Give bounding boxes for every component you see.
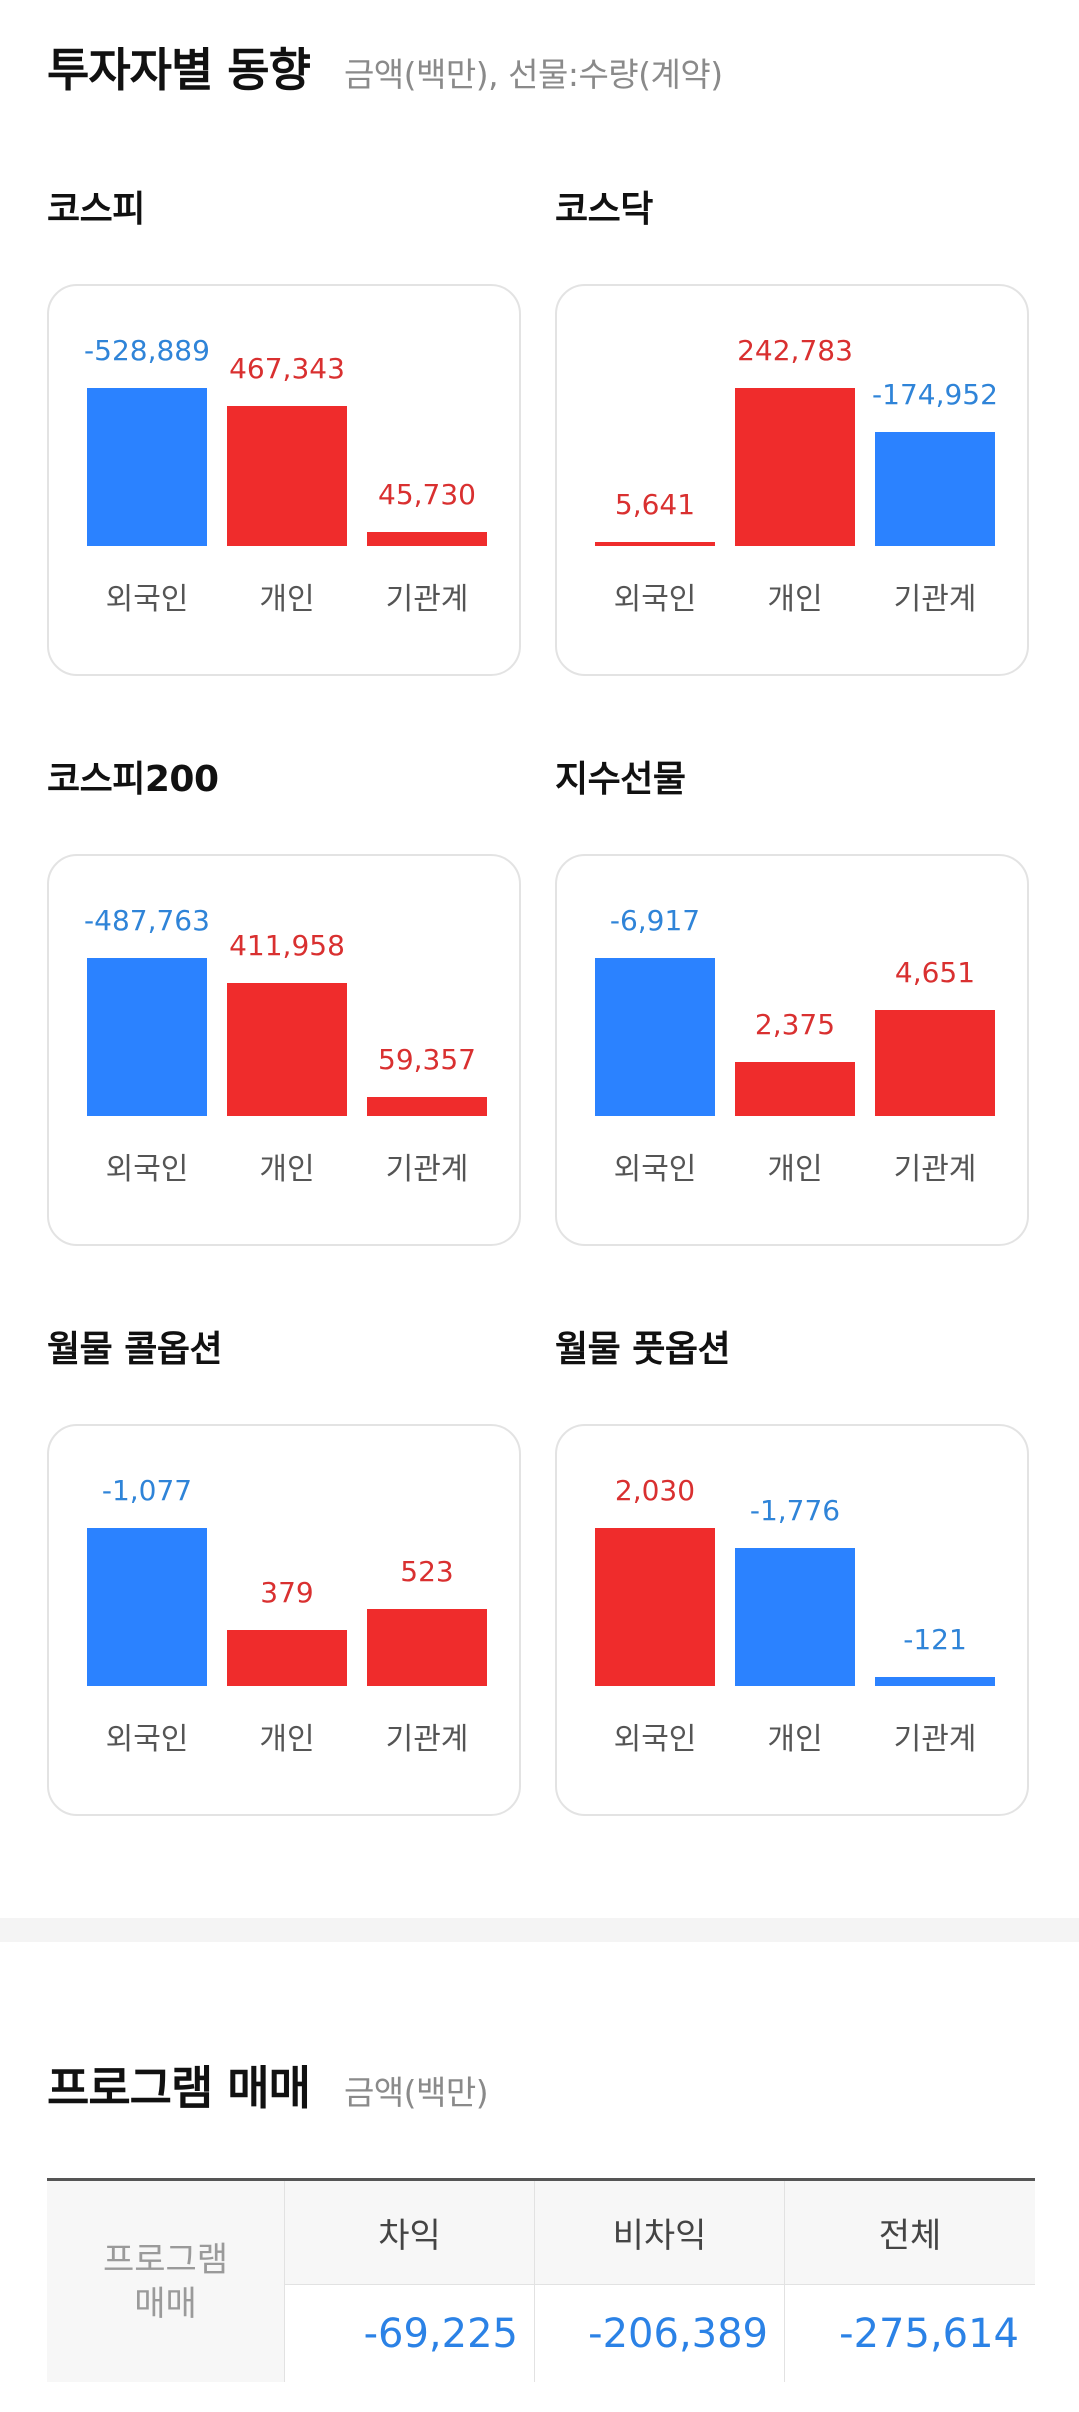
bar	[735, 1548, 855, 1686]
investor-chart-card: -528,889 외국인 467,343 개인 45,730 기관계	[47, 284, 521, 676]
investor-section-subtitle: 금액(백만), 선물:수량(계약)	[343, 55, 723, 94]
bar-category-label: 개인	[259, 582, 315, 617]
program-section-header: 프로그램 매매 금액(백만)	[47, 2052, 489, 2118]
bar	[367, 1097, 487, 1116]
section-divider	[0, 1918, 1079, 1942]
bar	[87, 388, 207, 546]
column-header-arbitrage: 차익	[285, 2181, 535, 2285]
program-row-header: 프로그램 매매	[47, 2181, 285, 2382]
bar	[875, 1677, 995, 1686]
bar-value-label: -174,952	[872, 378, 998, 411]
bar-value-label: 411,958	[229, 929, 345, 962]
program-row-header-line1: 프로그램	[102, 2239, 229, 2280]
bar-value-label: -6,917	[609, 904, 701, 937]
bar-value-label: -1,776	[749, 1494, 841, 1527]
bar-value-label: 242,783	[737, 334, 853, 367]
bar	[227, 1630, 347, 1686]
bar	[875, 432, 995, 546]
bar-category-label: 개인	[767, 582, 823, 617]
bar	[367, 532, 487, 546]
bar-category-label: 개인	[767, 1722, 823, 1757]
bar-category-label: 개인	[259, 1722, 315, 1757]
bar-value-label: 467,343	[229, 352, 345, 385]
investor-chart-card: -6,917 외국인 2,375 개인 4,651 기관계	[555, 854, 1029, 1246]
bar-value-label: 523	[400, 1555, 454, 1588]
bar	[87, 1528, 207, 1686]
bar-category-label: 외국인	[105, 1722, 189, 1757]
bar	[735, 1062, 855, 1116]
bar-category-label: 개인	[767, 1152, 823, 1187]
panel-title: 코스닥	[555, 189, 653, 230]
value-total: -275,614	[785, 2285, 1035, 2382]
investor-section-title: 투자자별 동향	[47, 43, 311, 97]
bar	[595, 542, 715, 546]
bar-value-label: -1,077	[101, 1474, 193, 1507]
bar-category-label: 기관계	[893, 582, 977, 617]
bar-category-label: 기관계	[893, 1152, 977, 1187]
investor-chart-card: -1,077 외국인 379 개인 523 기관계	[47, 1424, 521, 1816]
bar-category-label: 외국인	[105, 1152, 189, 1187]
bar-category-label: 외국인	[613, 1722, 697, 1757]
investor-chart-card: 2,030 외국인 -1,776 개인 -121 기관계	[555, 1424, 1029, 1816]
program-row-header-line2: 매매	[134, 2283, 197, 2324]
bar-category-label: 기관계	[893, 1722, 977, 1757]
bar	[595, 1528, 715, 1686]
bar	[367, 1609, 487, 1686]
bar	[227, 983, 347, 1116]
bar-value-label: -121	[903, 1623, 967, 1656]
investor-chart-card: -487,763 외국인 411,958 개인 59,357 기관계	[47, 854, 521, 1246]
bar-value-label: 59,357	[378, 1043, 476, 1076]
panel-title: 코스피	[47, 189, 145, 230]
bar	[87, 958, 207, 1116]
bar-category-label: 기관계	[385, 582, 469, 617]
bar-category-label: 기관계	[385, 1152, 469, 1187]
bar	[595, 958, 715, 1116]
column-header-total: 전체	[785, 2181, 1035, 2285]
panel-title: 월물 풋옵션	[555, 1329, 731, 1370]
program-table: 프로그램 매매 차익 비차익 전체 -69,225 -206,389 -275,…	[47, 2178, 1035, 2385]
bar-value-label: 2,030	[614, 1474, 696, 1507]
bar-value-label: 4,651	[894, 956, 976, 989]
bar-value-label: 45,730	[378, 478, 476, 511]
bar-value-label: 379	[260, 1576, 314, 1609]
bar-value-label: 5,641	[614, 488, 696, 521]
bar	[735, 388, 855, 546]
investor-chart-card: 5,641 외국인 242,783 개인 -174,952 기관계	[555, 284, 1029, 676]
value-non-arbitrage: -206,389	[535, 2285, 785, 2382]
bar-category-label: 외국인	[105, 582, 189, 617]
program-section-subtitle: 금액(백만)	[343, 2073, 489, 2112]
panel-title: 코스피200	[47, 759, 219, 800]
panel-title: 지수선물	[555, 759, 686, 800]
value-arbitrage: -69,225	[285, 2285, 535, 2382]
bar-category-label: 개인	[259, 1152, 315, 1187]
bar-category-label: 외국인	[613, 582, 697, 617]
bar	[227, 406, 347, 546]
column-header-non-arbitrage: 비차익	[535, 2181, 785, 2285]
bar-value-label: -528,889	[84, 334, 210, 367]
investor-section-header: 투자자별 동향 금액(백만), 선물:수량(계약)	[47, 34, 723, 100]
bar-category-label: 외국인	[613, 1152, 697, 1187]
bar	[875, 1010, 995, 1116]
bar-value-label: -487,763	[84, 904, 210, 937]
program-section-title: 프로그램 매매	[47, 2061, 311, 2115]
panel-title: 월물 콜옵션	[47, 1329, 223, 1370]
bar-value-label: 2,375	[754, 1008, 836, 1041]
bar-category-label: 기관계	[385, 1722, 469, 1757]
